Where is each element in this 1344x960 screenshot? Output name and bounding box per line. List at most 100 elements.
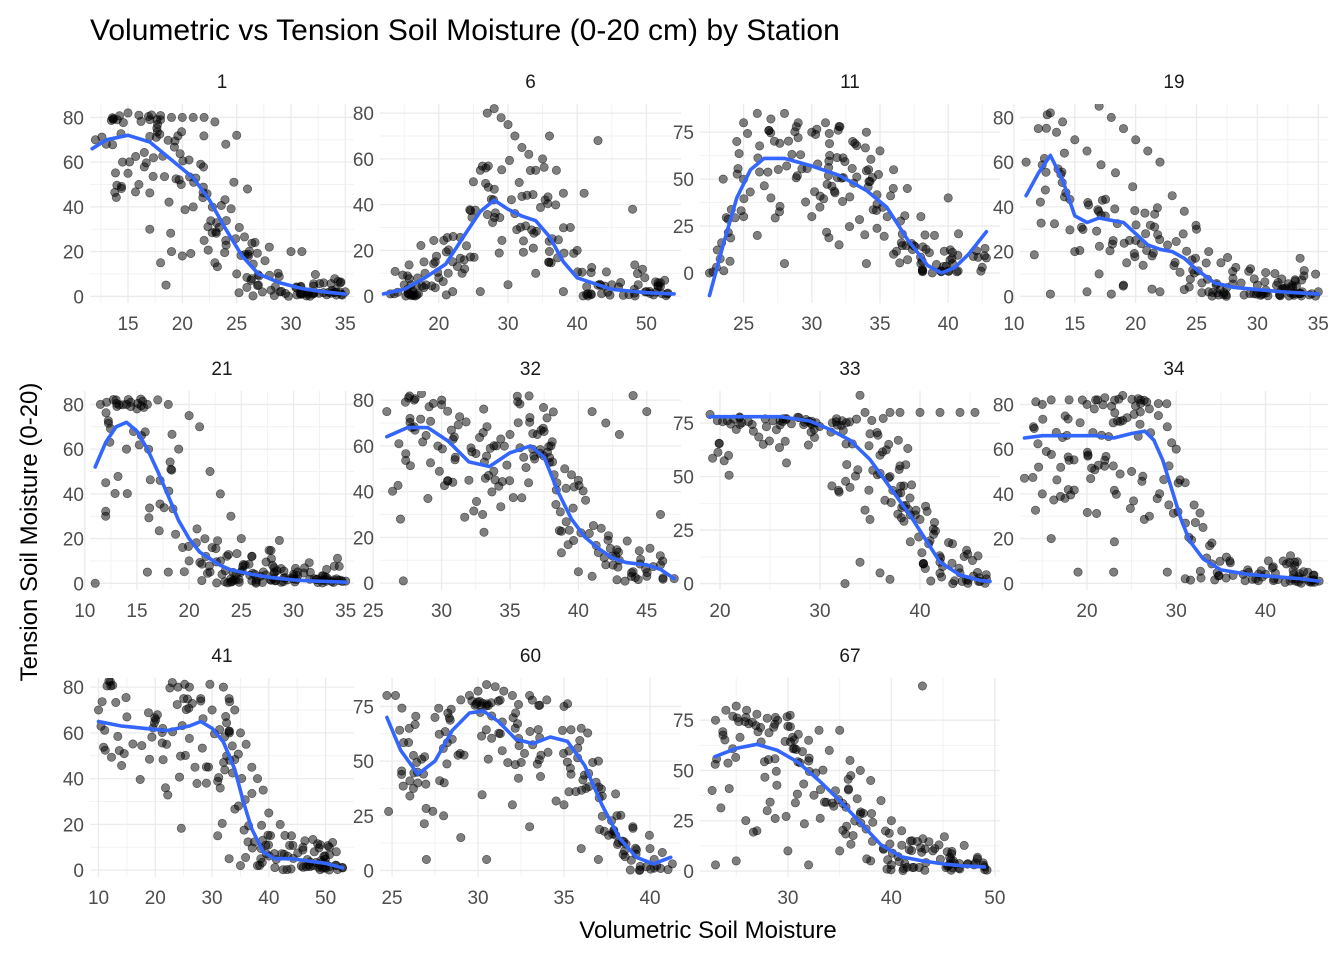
scatter-point <box>533 725 543 735</box>
scatter-point <box>864 441 874 451</box>
scatter-point <box>616 810 626 820</box>
scatter-point <box>752 230 762 240</box>
scatter-point <box>827 798 837 808</box>
scatter-point <box>148 171 158 181</box>
scatter-point <box>488 218 498 228</box>
facet-panel-6: 6 20 30 40 50 0 20 40 60 80 <box>353 72 681 335</box>
scatter-point <box>732 169 742 179</box>
scatter-point <box>483 754 493 764</box>
scatter-point <box>883 855 893 865</box>
x-tick-label: 15 <box>126 601 147 622</box>
scatter-point <box>147 732 157 742</box>
scatter-point <box>917 548 927 558</box>
scatter-point <box>770 712 780 722</box>
panel-marks <box>1021 104 1323 301</box>
scatter-point <box>967 555 977 565</box>
scatter-point <box>1155 157 1165 167</box>
scatter-point <box>139 162 149 172</box>
scatter-point <box>1078 224 1088 234</box>
scatter-point <box>577 267 587 277</box>
scatter-point <box>708 453 718 463</box>
scatter-point <box>558 748 568 758</box>
scatter-point <box>156 258 166 268</box>
scatter-point <box>434 466 444 476</box>
scatter-point <box>626 855 636 865</box>
scatter-point <box>192 778 202 788</box>
scatter-point <box>1092 508 1102 518</box>
scatter-point <box>233 749 243 759</box>
scatter-point <box>848 831 858 841</box>
y-tick-label: 20 <box>353 241 374 262</box>
scatter-point <box>1106 289 1116 299</box>
scatter-point <box>292 290 302 300</box>
scatter-point <box>732 713 742 723</box>
scatter-point <box>897 241 907 251</box>
scatter-point <box>1131 135 1141 145</box>
scatter-point <box>475 287 485 297</box>
scatter-point <box>782 161 792 171</box>
scatter-point <box>852 794 862 804</box>
facet-strip-label: 60 <box>520 646 541 667</box>
x-tick-label: 20 <box>1125 314 1146 335</box>
scatter-point <box>257 287 267 297</box>
scatter-point <box>745 187 755 197</box>
scatter-point <box>137 741 147 751</box>
scatter-point <box>163 399 173 409</box>
scatter-point <box>630 843 640 853</box>
scatter-point <box>841 476 851 486</box>
scatter-point <box>1097 195 1107 205</box>
facet-strip-label: 11 <box>840 72 860 93</box>
scatter-point <box>408 783 418 793</box>
scatter-point <box>846 839 856 849</box>
scatter-point <box>257 857 267 867</box>
scatter-point <box>525 726 535 736</box>
scatter-point <box>1135 419 1145 429</box>
scatter-point <box>441 290 451 300</box>
scatter-point <box>637 264 647 274</box>
scatter-point <box>171 529 181 539</box>
scatter-point <box>561 483 571 493</box>
scatter-point <box>434 729 444 739</box>
scatter-point <box>891 246 901 256</box>
scatter-point <box>117 760 127 770</box>
y-tick-label: 80 <box>993 108 1014 129</box>
scatter-point <box>725 256 735 266</box>
scatter-point <box>443 406 453 416</box>
scatter-point <box>1031 505 1041 515</box>
scatter-point <box>217 818 227 828</box>
scatter-point <box>538 154 548 164</box>
scatter-point <box>628 391 638 401</box>
scatter-point <box>1122 413 1132 423</box>
scatter-point <box>762 806 772 816</box>
scatter-point <box>588 521 598 531</box>
scatter-point <box>390 266 400 276</box>
facet-strip-label: 33 <box>839 359 860 380</box>
scatter-point <box>487 733 497 743</box>
scatter-point <box>195 422 205 432</box>
scatter-point <box>1153 411 1163 421</box>
scatter-point <box>1162 399 1172 409</box>
scatter-point <box>405 791 415 801</box>
scatter-point <box>1029 250 1039 260</box>
scatter-point <box>714 438 724 448</box>
y-tick-label: 40 <box>63 198 84 219</box>
scatter-point <box>875 146 885 156</box>
scatter-point <box>736 206 746 216</box>
scatter-point <box>145 475 155 485</box>
scatter-point <box>177 112 187 122</box>
y-tick-label: 40 <box>993 485 1014 506</box>
x-tick-label: 20 <box>428 314 449 335</box>
scatter-point <box>203 568 213 578</box>
scatter-point <box>253 280 263 290</box>
scatter-point <box>583 728 593 738</box>
scatter-point <box>625 865 635 875</box>
scatter-point <box>827 481 837 491</box>
facet-strip-label: 32 <box>520 359 541 380</box>
scatter-point <box>769 722 779 732</box>
scatter-point <box>240 232 250 242</box>
facet-panel-67: 67 30 40 50 0 25 50 75 <box>673 646 1006 909</box>
scatter-point <box>145 754 155 764</box>
scatter-point <box>880 826 890 836</box>
scatter-point <box>558 287 568 297</box>
